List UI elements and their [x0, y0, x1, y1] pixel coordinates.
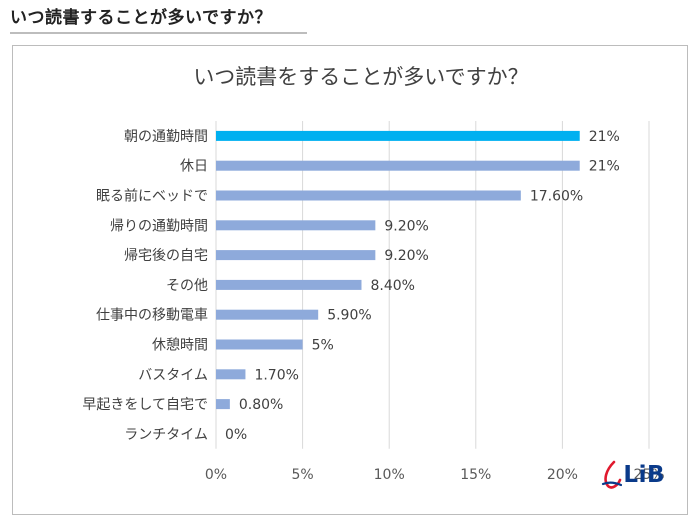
x-tick-label: 10%	[374, 467, 405, 483]
data-label: 5.90%	[327, 308, 371, 324]
data-label: 17.60%	[530, 189, 583, 205]
category-label: 早起きをして自宅で	[82, 397, 208, 413]
category-label: 朝の通勤時間	[124, 129, 208, 145]
bar	[216, 190, 521, 201]
x-tick-label: 5%	[291, 467, 313, 483]
bar	[216, 369, 246, 380]
bar	[216, 220, 376, 231]
data-label: 0%	[225, 427, 247, 443]
x-tick-label: 15%	[460, 467, 491, 483]
heading-underline	[10, 32, 307, 34]
x-tick-label: 20%	[547, 467, 578, 483]
bar-chart: いつ読書をすることが多いですか？ 朝の通勤時間 21% 休日 21% 眠る前にベッドで 1…	[82, 65, 664, 483]
category-label: その他	[166, 278, 208, 294]
data-label: 5%	[312, 338, 334, 354]
data-label: 21%	[589, 129, 620, 145]
bar	[216, 279, 362, 290]
data-label: 9.20%	[384, 248, 428, 264]
bar	[216, 339, 303, 350]
chart-frame: いつ読書をすることが多いですか？ 朝の通勤時間 21% 休日 21% 眠る前にベッドで 1…	[12, 45, 688, 515]
category-label: 帰宅後の自宅	[124, 247, 208, 264]
lib-logo-mark-icon	[602, 460, 623, 489]
data-label: 8.40%	[370, 278, 414, 294]
bar	[216, 309, 319, 320]
chart-title: いつ読書をすることが多いですか？	[193, 65, 528, 89]
bar	[216, 399, 230, 410]
lib-logo: LiB	[600, 460, 665, 490]
bar	[216, 160, 580, 171]
lib-logo-text: LiB	[623, 462, 665, 488]
bar	[216, 250, 376, 261]
bar	[216, 130, 580, 141]
category-label: ランチタイム	[124, 427, 208, 443]
category-label: 仕事中の移動電車	[96, 307, 208, 324]
data-label: 0.80%	[239, 397, 283, 413]
category-label: 眠る前にベッドで	[96, 188, 208, 205]
x-tick-label: 25%	[633, 467, 664, 483]
category-label: バスタイム	[138, 367, 208, 383]
page-heading: いつ読書することが多いですか？	[10, 8, 272, 28]
data-label: 9.20%	[384, 218, 428, 234]
x-tick-label: 0%	[205, 467, 227, 483]
data-label: 21%	[589, 159, 620, 175]
category-label: 休憩時間	[152, 337, 208, 354]
data-label: 1.70%	[254, 367, 298, 383]
category-label: 休日	[180, 159, 208, 175]
category-label: 帰りの通勤時間	[110, 217, 208, 234]
